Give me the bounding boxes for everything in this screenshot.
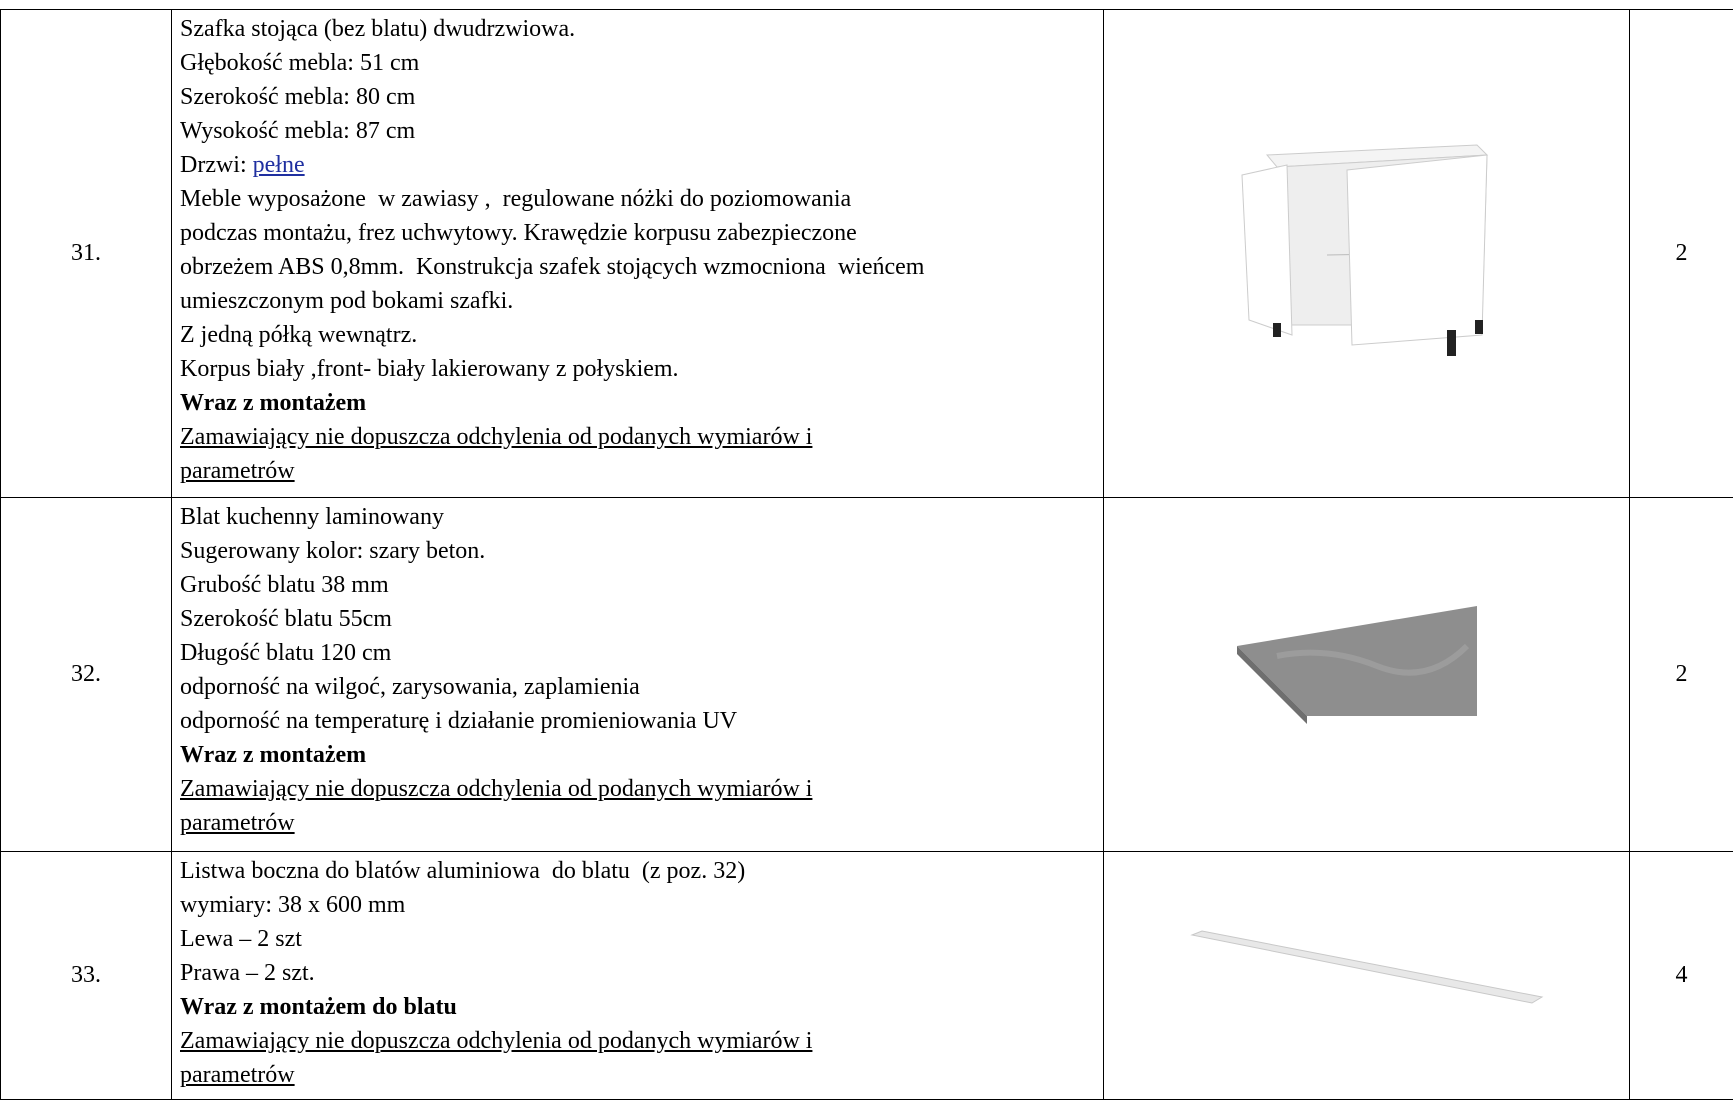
description-line: Drzwi: pełne bbox=[180, 148, 1103, 182]
line-text: Głębokość mebla: 51 cm bbox=[180, 50, 419, 76]
line-text: odporność na wilgoć, zarysowania, zaplam… bbox=[180, 674, 640, 700]
item-quantity: 4 bbox=[1630, 852, 1733, 1100]
spec-table: 31.Szafka stojąca (bez blatu) dwudrzwiow… bbox=[0, 9, 1733, 1100]
description-line: Wraz z montażem do blatu bbox=[180, 990, 1103, 1024]
description-line: Wraz z montażem bbox=[180, 738, 1103, 772]
description-line: Szerokość blatu 55cm bbox=[180, 602, 1103, 636]
line-text: Długość blatu 120 cm bbox=[180, 640, 391, 666]
line-text: Blat kuchenny laminowany bbox=[180, 504, 444, 530]
item-description: Listwa boczna do blatów aluminiowa do bl… bbox=[172, 852, 1104, 1100]
item-image bbox=[1104, 498, 1630, 852]
description-line: Prawa – 2 szt. bbox=[180, 956, 1103, 990]
description-line: Blat kuchenny laminowany bbox=[180, 500, 1103, 534]
line-text: odporność na temperaturę i działanie pro… bbox=[180, 708, 737, 734]
item-quantity: 2 bbox=[1630, 498, 1733, 852]
line-text: Wysokość mebla: 87 cm bbox=[180, 118, 415, 144]
cabinet-image bbox=[1237, 135, 1497, 365]
line-text: Sugerowany kolor: szary beton. bbox=[180, 538, 485, 564]
description-line: wymiary: 38 x 600 mm bbox=[180, 888, 1103, 922]
line-text: Drzwi: bbox=[180, 152, 253, 178]
description-line: odporność na temperaturę i działanie pro… bbox=[180, 704, 1103, 738]
line-text: Lewa – 2 szt bbox=[180, 926, 302, 952]
description-line: Zamawiający nie dopuszcza odchylenia od … bbox=[180, 420, 1103, 454]
description-line: Głębokość mebla: 51 cm bbox=[180, 46, 1103, 80]
item-image bbox=[1104, 852, 1630, 1100]
line-text: Meble wyposażone w zawiasy , regulowane … bbox=[180, 186, 851, 212]
line-text: parametrów bbox=[180, 1062, 295, 1088]
table-row: 32. Blat kuchenny laminowany Sugerowany ko… bbox=[1, 498, 1733, 852]
line-text: parametrów bbox=[180, 810, 295, 836]
item-description: Blat kuchenny laminowany Sugerowany kolor… bbox=[172, 498, 1104, 852]
description-line: obrzeżem ABS 0,8mm. Konstrukcja szafek s… bbox=[180, 250, 1103, 284]
description-line: Wraz z montażem bbox=[180, 386, 1103, 420]
description-line: parametrów bbox=[180, 454, 1103, 488]
line-text: podczas montażu, frez uchwytowy. Krawędz… bbox=[180, 220, 857, 246]
line-text: umieszczonym pod bokami szafki. bbox=[180, 288, 513, 314]
description-line: Sugerowany kolor: szary beton. bbox=[180, 534, 1103, 568]
description-line: Listwa boczna do blatów aluminiowa do bl… bbox=[180, 854, 1103, 888]
line-text: Z jedną półką wewnątrz. bbox=[180, 322, 417, 348]
line-text: Wraz z montażem bbox=[180, 390, 366, 416]
line-text: Zamawiający nie dopuszcza odchylenia od … bbox=[180, 1028, 812, 1054]
line-text: wymiary: 38 x 600 mm bbox=[180, 892, 405, 918]
description-line: parametrów bbox=[180, 1058, 1103, 1092]
description-line: podczas montażu, frez uchwytowy. Krawędz… bbox=[180, 216, 1103, 250]
countertop-image bbox=[1237, 606, 1497, 736]
description-line: Długość blatu 120 cm bbox=[180, 636, 1103, 670]
table-row: 33. Listwa boczna do blatów aluminiowa do… bbox=[1, 852, 1733, 1100]
line-text: Korpus biały ,front- biały lakierowany z… bbox=[180, 356, 679, 382]
link[interactable]: pełne bbox=[253, 152, 305, 178]
line-text: Szafka stojąca (bez blatu) dwudrzwiowa. bbox=[180, 16, 575, 42]
description-line: Meble wyposażone w zawiasy , regulowane … bbox=[180, 182, 1103, 216]
description-line: umieszczonym pod bokami szafki. bbox=[180, 284, 1103, 318]
line-text: Zamawiający nie dopuszcza odchylenia od … bbox=[180, 424, 812, 450]
line-text: Zamawiający nie dopuszcza odchylenia od … bbox=[180, 776, 812, 802]
description-line: Z jedną półką wewnątrz. bbox=[180, 318, 1103, 352]
description-line: parametrów bbox=[180, 806, 1103, 840]
line-text: obrzeżem ABS 0,8mm. Konstrukcja szafek s… bbox=[180, 254, 924, 280]
description-line: Szafka stojąca (bez blatu) dwudrzwiowa. bbox=[180, 12, 1103, 46]
strip-image bbox=[1187, 927, 1547, 1017]
line-text: Szerokość mebla: 80 cm bbox=[180, 84, 415, 110]
line-text: parametrów bbox=[180, 458, 295, 484]
line-text: Szerokość blatu 55cm bbox=[180, 606, 392, 632]
description-line: Korpus biały ,front- biały lakierowany z… bbox=[180, 352, 1103, 386]
item-image bbox=[1104, 10, 1630, 498]
description-line: Zamawiający nie dopuszcza odchylenia od … bbox=[180, 772, 1103, 806]
item-quantity: 2 bbox=[1630, 10, 1733, 498]
table-row: 31.Szafka stojąca (bez blatu) dwudrzwiow… bbox=[1, 10, 1733, 498]
line-text: Wraz z montażem bbox=[180, 742, 366, 768]
description-line: Zamawiający nie dopuszcza odchylenia od … bbox=[180, 1024, 1103, 1058]
line-text: Listwa boczna do blatów aluminiowa do bl… bbox=[180, 858, 745, 884]
description-line: Lewa – 2 szt bbox=[180, 922, 1103, 956]
item-number: 31. bbox=[1, 10, 172, 498]
description-line: Grubość blatu 38 mm bbox=[180, 568, 1103, 602]
line-text: Grubość blatu 38 mm bbox=[180, 572, 389, 598]
description-line: odporność na wilgoć, zarysowania, zaplam… bbox=[180, 670, 1103, 704]
description-line: Wysokość mebla: 87 cm bbox=[180, 114, 1103, 148]
item-description: Szafka stojąca (bez blatu) dwudrzwiowa. G… bbox=[172, 10, 1104, 498]
description-line: Szerokość mebla: 80 cm bbox=[180, 80, 1103, 114]
line-text: Wraz z montażem do blatu bbox=[180, 994, 457, 1020]
line-text: Prawa – 2 szt. bbox=[180, 960, 315, 986]
item-number: 33. bbox=[1, 852, 172, 1100]
item-number: 32. bbox=[1, 498, 172, 852]
